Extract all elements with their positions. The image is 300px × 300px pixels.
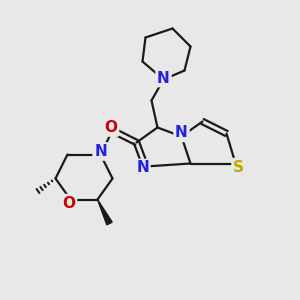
Polygon shape (98, 200, 112, 225)
Text: O: O (62, 196, 76, 211)
Text: O: O (104, 120, 118, 135)
Text: S: S (233, 160, 244, 175)
Text: N: N (157, 70, 170, 86)
Text: N: N (136, 160, 149, 175)
Text: N: N (175, 125, 188, 140)
Text: N: N (94, 144, 107, 159)
